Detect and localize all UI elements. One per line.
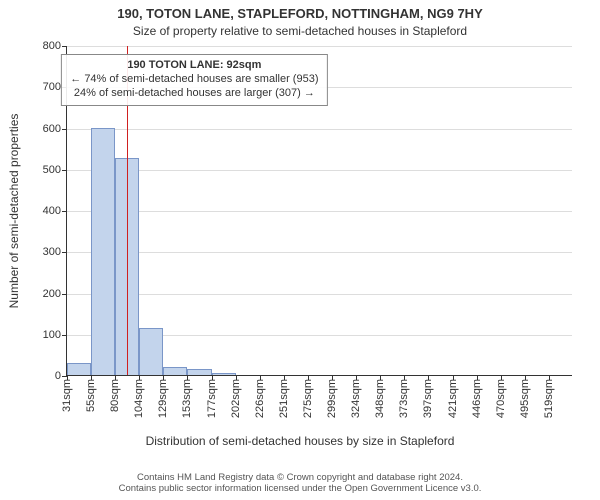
chart-frame: 190, TOTON LANE, STAPLEFORD, NOTTINGHAM,… — [0, 0, 600, 500]
y-tick-label: 500 — [43, 164, 67, 176]
y-gridline — [67, 170, 572, 171]
y-axis-label: Number of semi-detached properties — [7, 114, 21, 309]
x-tick-label: 348sqm — [374, 375, 386, 418]
x-tick-label: 55sqm — [85, 375, 97, 412]
footer-attribution: Contains HM Land Registry data © Crown c… — [0, 472, 600, 495]
x-tick-label: 495sqm — [519, 375, 531, 418]
footer-line-1: Contains HM Land Registry data © Crown c… — [0, 472, 600, 483]
chart-subtitle: Size of property relative to semi-detach… — [0, 24, 600, 38]
chart-title: 190, TOTON LANE, STAPLEFORD, NOTTINGHAM,… — [0, 6, 600, 21]
x-tick-label: 397sqm — [422, 375, 434, 418]
x-tick-label: 153sqm — [181, 375, 193, 418]
x-tick-label: 299sqm — [326, 375, 338, 418]
y-gridline — [67, 252, 572, 253]
x-tick-label: 104sqm — [133, 375, 145, 418]
x-tick-label: 202sqm — [230, 375, 242, 418]
histogram-bar — [139, 328, 163, 375]
y-tick-label: 800 — [43, 40, 67, 52]
plot-area: 010020030040050060070080031sqm55sqm80sqm… — [66, 46, 572, 376]
x-tick-label: 129sqm — [157, 375, 169, 418]
x-tick-label: 519sqm — [543, 375, 555, 418]
footer-line-2: Contains public sector information licen… — [0, 483, 600, 494]
histogram-bar — [67, 363, 91, 375]
y-gridline — [67, 46, 572, 47]
x-tick-label: 226sqm — [254, 375, 266, 418]
y-gridline — [67, 211, 572, 212]
y-gridline — [67, 294, 572, 295]
annotation-box: 190 TOTON LANE: 92sqm← 74% of semi-detac… — [61, 54, 327, 105]
y-gridline — [67, 129, 572, 130]
x-tick-label: 324sqm — [350, 375, 362, 418]
y-tick-label: 100 — [43, 329, 67, 341]
annotation-line-2: 24% of semi-detached houses are larger (… — [70, 87, 318, 101]
annotation-line-1: ← 74% of semi-detached houses are smalle… — [70, 73, 318, 87]
y-tick-label: 600 — [43, 123, 67, 135]
x-tick-label: 373sqm — [398, 375, 410, 418]
histogram-bar — [163, 367, 187, 375]
x-tick-label: 421sqm — [447, 375, 459, 418]
histogram-bar — [91, 128, 115, 376]
y-tick-label: 400 — [43, 205, 67, 217]
x-tick-label: 31sqm — [61, 375, 73, 412]
x-tick-label: 80sqm — [109, 375, 121, 412]
x-tick-label: 275sqm — [302, 375, 314, 418]
x-tick-label: 470sqm — [495, 375, 507, 418]
x-axis-label: Distribution of semi-detached houses by … — [0, 434, 600, 448]
x-tick-label: 251sqm — [278, 375, 290, 418]
annotation-title: 190 TOTON LANE: 92sqm — [70, 59, 318, 73]
y-tick-label: 300 — [43, 246, 67, 258]
y-tick-label: 200 — [43, 288, 67, 300]
x-tick-label: 177sqm — [206, 375, 218, 418]
x-tick-label: 446sqm — [471, 375, 483, 418]
